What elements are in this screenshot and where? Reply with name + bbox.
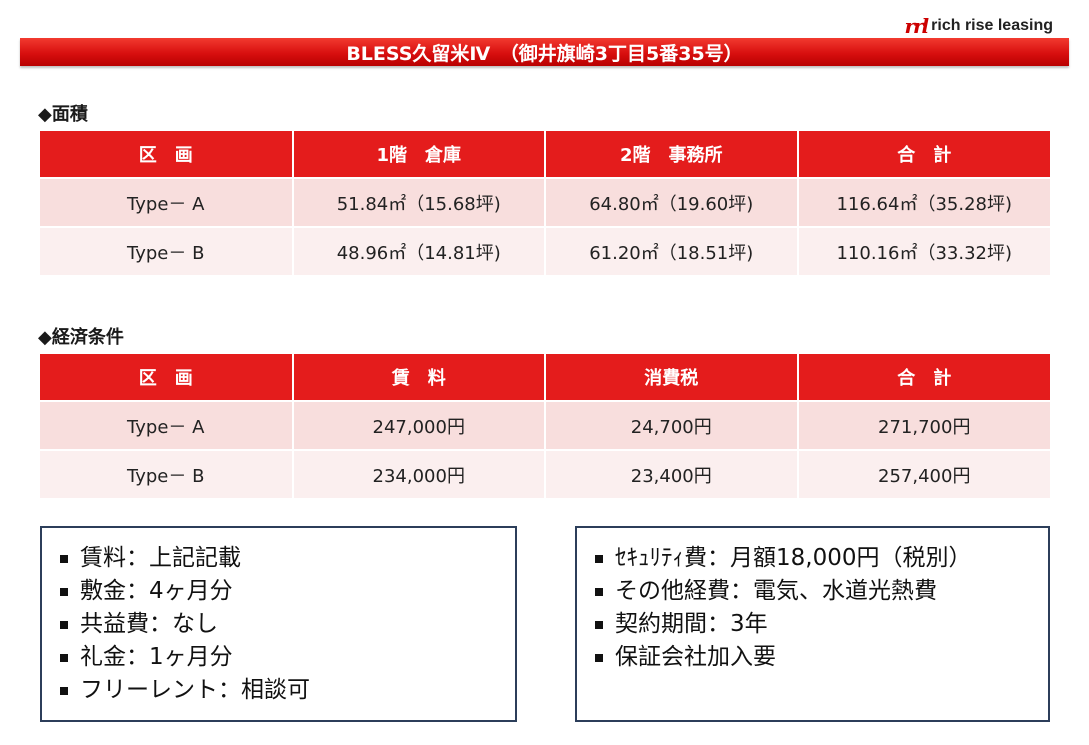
- title-bar: BLESS久留米Ⅳ （御井旗崎3丁目5番35号）: [20, 38, 1069, 66]
- page-title: BLESS久留米Ⅳ （御井旗崎3丁目5番35号）: [346, 42, 743, 65]
- list-item: ｾｷｭﾘﾃｨ費：月額18,000円（税別）: [595, 542, 1048, 575]
- list-item-text: ｾｷｭﾘﾃｨ費：月額18,000円（税別）: [615, 545, 972, 571]
- logo-mark: rrl: [904, 14, 929, 38]
- table-header-row: 区 画 賃 料 消費税 合 計: [40, 354, 1050, 401]
- bullet-icon: [60, 620, 68, 629]
- area-section-title: ◆面積: [38, 104, 88, 125]
- logo-text: rich rise leasing: [931, 17, 1053, 34]
- economics-section-title: ◆経済条件: [38, 327, 124, 348]
- table-cell: Type－ A: [40, 177, 294, 227]
- list-item-text: 保証会社加入要: [615, 644, 776, 670]
- bullet-icon: [595, 554, 603, 563]
- bullet-icon: [60, 587, 68, 596]
- table-cell: 48.96㎡（14.81坪): [292, 226, 546, 275]
- column-header-floor2: 2階 事務所: [545, 131, 799, 178]
- table-header-row: 区 画 1階 倉庫 2階 事務所 合 計: [40, 131, 1050, 178]
- list-item: 賃料：上記記載: [60, 542, 515, 575]
- list-item-text: 契約期間：3年: [615, 611, 768, 637]
- table-cell: 64.80㎡（19.60坪): [545, 177, 799, 227]
- column-header-section: 区 画: [40, 354, 294, 401]
- list-item: 保証会社加入要: [595, 641, 1048, 674]
- bullet-icon: [595, 620, 603, 629]
- table-cell: 51.84㎡（15.68坪): [292, 177, 546, 227]
- table-cell: 234,000円: [292, 449, 546, 498]
- list-item: 契約期間：3年: [595, 608, 1048, 641]
- column-header-floor1: 1階 倉庫: [292, 131, 546, 178]
- bullet-icon: [595, 587, 603, 596]
- list-item-text: 礼金：1ヶ月分: [80, 644, 233, 670]
- table-cell: 24,700円: [545, 400, 799, 450]
- table-cell: 271,700円: [797, 400, 1050, 450]
- list-item-text: その他経費：電気、水道光熱費: [615, 578, 937, 604]
- lease-terms-list: 賃料：上記記載 敷金：4ヶ月分 共益費：なし 礼金：1ヶ月分 フリーレント：相談…: [60, 542, 515, 707]
- list-item-text: 共益費：なし: [80, 611, 218, 637]
- table-cell: 110.16㎡（33.32坪): [797, 226, 1050, 275]
- table-row: Type－ A 247,000円 24,700円 271,700円: [40, 400, 1050, 450]
- list-item-text: フリーレント：相談可: [80, 677, 310, 703]
- table-row: Type－ A 51.84㎡（15.68坪) 64.80㎡（19.60坪) 11…: [40, 177, 1050, 227]
- column-header-total: 合 計: [797, 354, 1050, 401]
- column-header-rent: 賃 料: [292, 354, 546, 401]
- table-row: Type－ B 234,000円 23,400円 257,400円: [40, 449, 1050, 498]
- column-header-section: 区 画: [40, 131, 294, 178]
- table-cell: 61.20㎡（18.51坪): [545, 226, 799, 275]
- column-header-total: 合 計: [797, 131, 1050, 178]
- list-item-text: 敷金：4ヶ月分: [80, 578, 233, 604]
- area-table: 区 画 1階 倉庫 2階 事務所 合 計 Type－ A 51.84㎡（15.6…: [40, 131, 1050, 275]
- other-terms-box: ｾｷｭﾘﾃｨ費：月額18,000円（税別） その他経費：電気、水道光熱費 契約期…: [575, 526, 1050, 722]
- table-cell: 257,400円: [797, 449, 1050, 498]
- bullet-icon: [595, 653, 603, 662]
- list-item: フリーレント：相談可: [60, 674, 515, 707]
- table-cell: Type－ B: [40, 226, 294, 275]
- table-cell: Type－ B: [40, 449, 294, 498]
- bullet-icon: [60, 653, 68, 662]
- lease-terms-box: 賃料：上記記載 敷金：4ヶ月分 共益費：なし 礼金：1ヶ月分 フリーレント：相談…: [40, 526, 517, 722]
- bullet-icon: [60, 554, 68, 563]
- company-logo: rrl rich rise leasing: [904, 14, 1053, 38]
- column-header-tax: 消費税: [545, 354, 799, 401]
- other-terms-list: ｾｷｭﾘﾃｨ費：月額18,000円（税別） その他経費：電気、水道光熱費 契約期…: [595, 542, 1048, 674]
- list-item-text: 賃料：上記記載: [80, 545, 241, 571]
- table-row: Type－ B 48.96㎡（14.81坪) 61.20㎡（18.51坪) 11…: [40, 226, 1050, 275]
- table-cell: 23,400円: [545, 449, 799, 498]
- bullet-icon: [60, 686, 68, 695]
- table-cell: 116.64㎡（35.28坪): [797, 177, 1050, 227]
- list-item: 共益費：なし: [60, 608, 515, 641]
- list-item: 礼金：1ヶ月分: [60, 641, 515, 674]
- table-cell: 247,000円: [292, 400, 546, 450]
- table-cell: Type－ A: [40, 400, 294, 450]
- list-item: 敷金：4ヶ月分: [60, 575, 515, 608]
- economics-table: 区 画 賃 料 消費税 合 計 Type－ A 247,000円 24,700円…: [40, 354, 1050, 498]
- list-item: その他経費：電気、水道光熱費: [595, 575, 1048, 608]
